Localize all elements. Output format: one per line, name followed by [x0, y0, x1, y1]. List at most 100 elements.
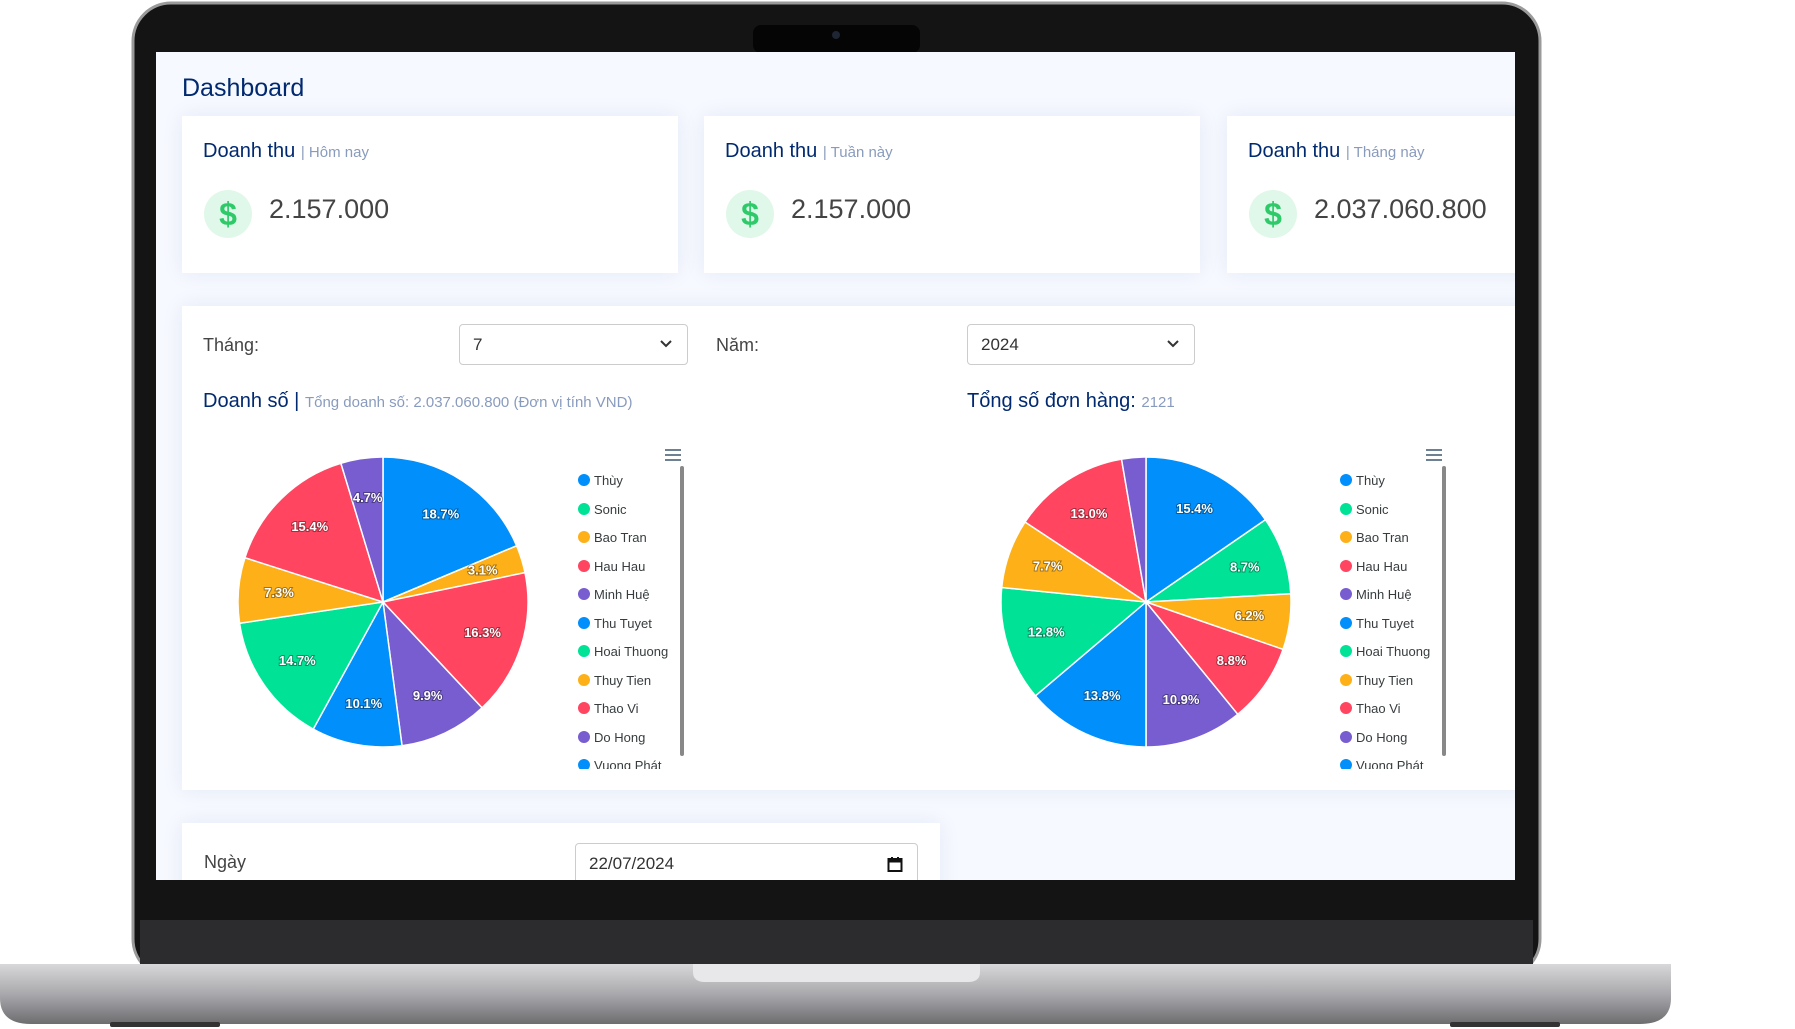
pie-slice — [339, 456, 384, 603]
pie-slice — [238, 601, 385, 731]
card-period: | Tháng này — [1345, 144, 1425, 161]
pie-chart: 18.7% 3.1% 16.3% 9.9% 10.1% 14.7% 7.3% 15.4% 4.7… — [237, 456, 529, 748]
legend-item: Thùy — [578, 468, 688, 497]
card-title-text: Doanh thu — [725, 140, 818, 162]
screen: Dashboard Doanh thu | Hôm nay $ 2.157.00… — [156, 52, 1515, 880]
slice-label: 3.1% — [468, 562, 498, 577]
legend-label: Vuong Phát — [1356, 758, 1424, 769]
chart-menu[interactable] — [664, 448, 682, 462]
legend-item: Thuy Tien — [1340, 668, 1450, 697]
legend-marker — [1340, 531, 1352, 543]
legend-item: Thu Tuyet — [578, 611, 688, 640]
legend-label: Do Hong — [1356, 729, 1408, 745]
legend-label: Hoai Thuong — [594, 644, 669, 659]
pie-slice — [1120, 456, 1147, 603]
slice-label: 13.0% — [1071, 506, 1108, 521]
legend-item: Hoai Thuong — [1340, 639, 1450, 668]
chart-title-text: Tổng số đơn hàng: — [967, 390, 1136, 412]
chart-subtitle: Tổng doanh số: 2.037.060.800 (Đơn vị tín… — [304, 394, 633, 411]
legend-label: Thuy Tien — [1356, 672, 1414, 688]
pie-slice — [1000, 586, 1148, 697]
legend-label: Thao Vi — [1356, 701, 1401, 716]
legend-marker — [578, 673, 590, 686]
card-period: | Hôm nay — [300, 144, 369, 161]
chevron — [660, 340, 672, 348]
legend: Thùy Sonic Bao Tran Hau Hau Minh Huệ Thu Tuye… — [578, 468, 688, 769]
legend-label: Bao Tran — [594, 530, 647, 545]
legend-item: Thùy — [1340, 468, 1450, 497]
chart-subtitle: 2121 — [1141, 394, 1175, 411]
pie-slice — [312, 599, 403, 748]
date-input[interactable]: 22/07/2024 — [575, 843, 918, 880]
scrollbar[interactable] — [680, 466, 684, 756]
legend-marker — [1340, 730, 1352, 743]
date-label: Ngày — [204, 852, 247, 872]
calendar-icon[interactable] — [887, 856, 903, 872]
legend-label: Thuy Tien — [594, 672, 652, 688]
legend-item: Bao Tran — [1340, 525, 1450, 554]
date-value: 22/07/2024 — [589, 854, 675, 873]
legend: Thùy Sonic Bao Tran Hau Hau Minh Huệ Thu Tuye… — [1340, 468, 1450, 769]
year-label: Năm: — [716, 335, 760, 355]
month-label: Tháng: — [203, 335, 260, 355]
legend-marker — [1340, 588, 1352, 600]
legend-item: Minh Huệ — [578, 582, 688, 611]
legend-marker — [578, 759, 590, 769]
card-title: Doanh thu | Tháng này — [1248, 140, 1425, 163]
legend-label: Minh Huệ — [594, 587, 650, 602]
pie-slice — [381, 599, 484, 747]
year-select[interactable]: 2024 — [967, 324, 1195, 365]
legend-marker — [1340, 474, 1352, 486]
slice-label: 14.7% — [279, 653, 316, 668]
card-value: 2.157.000 — [269, 194, 390, 224]
revenue-card: Doanh thu | Tháng này $ 2.037.060.800 — [1227, 116, 1515, 273]
legend-item: Thao Vi — [578, 696, 688, 725]
legend-label: Vuong Phát — [594, 758, 662, 769]
slice-label: 6.2% — [1235, 608, 1265, 623]
pie-slice — [382, 456, 518, 604]
slice-label: 18.7% — [422, 506, 459, 521]
legend-marker — [578, 616, 590, 629]
slice-label: 10.1% — [345, 696, 382, 711]
legend-item: Thao Vi — [1340, 696, 1450, 725]
legend-marker — [1340, 616, 1352, 629]
card-title-text: Doanh thu — [203, 140, 296, 162]
legend-item: Minh Huệ — [1340, 582, 1450, 611]
legend-item: Bao Tran — [578, 525, 688, 554]
legend-marker — [1340, 759, 1352, 769]
card-value: 2.157.000 — [791, 194, 912, 224]
legend-marker — [1340, 645, 1352, 657]
pie-slice — [1145, 599, 1239, 748]
legend-label: Thu Tuyet — [1356, 615, 1414, 631]
scrollbar[interactable] — [1442, 466, 1446, 756]
legend-label: Bao Tran — [1356, 530, 1409, 545]
chart-panel: Tháng: 7 Năm: 2024 Doanh số | Tổng doanh… — [182, 306, 1515, 790]
slice-label: 15.4% — [291, 519, 328, 534]
chart-title-text: Doanh số | — [203, 390, 300, 412]
legend-item: Vuong Phát — [578, 753, 688, 769]
legend-item: Vuong Phát — [1340, 753, 1450, 769]
pie-slice — [381, 571, 529, 709]
slice-label: 7.3% — [264, 585, 294, 600]
month-value: 7 — [473, 335, 483, 354]
legend-item: Hau Hau — [578, 554, 688, 583]
month-select[interactable]: 7 — [459, 324, 688, 365]
page-title: Dashboard — [182, 74, 305, 102]
legend-label: Sonic — [1356, 501, 1389, 517]
slice-label: 12.8% — [1028, 624, 1065, 639]
legend-marker — [578, 702, 590, 714]
legend-label: Sonic — [594, 501, 627, 517]
slice-label: 16.3% — [464, 625, 501, 640]
card-icon: $ — [204, 190, 252, 238]
chart-menu[interactable] — [1425, 448, 1443, 462]
legend-marker — [578, 588, 590, 600]
revenue-card: Doanh thu | Tuần này $ 2.157.000 — [704, 116, 1200, 273]
legend-marker — [578, 502, 590, 515]
revenue-card: Doanh thu | Hôm nay $ 2.157.000 — [182, 116, 678, 273]
chevron — [1167, 340, 1179, 348]
legend-item: Thuy Tien — [578, 668, 688, 697]
legend-label: Hau Hau — [1356, 558, 1408, 574]
pie-slice — [1145, 456, 1267, 604]
card-title: Doanh thu | Tuần này — [725, 140, 893, 163]
card-title: Doanh thu | Hôm nay — [203, 140, 369, 163]
